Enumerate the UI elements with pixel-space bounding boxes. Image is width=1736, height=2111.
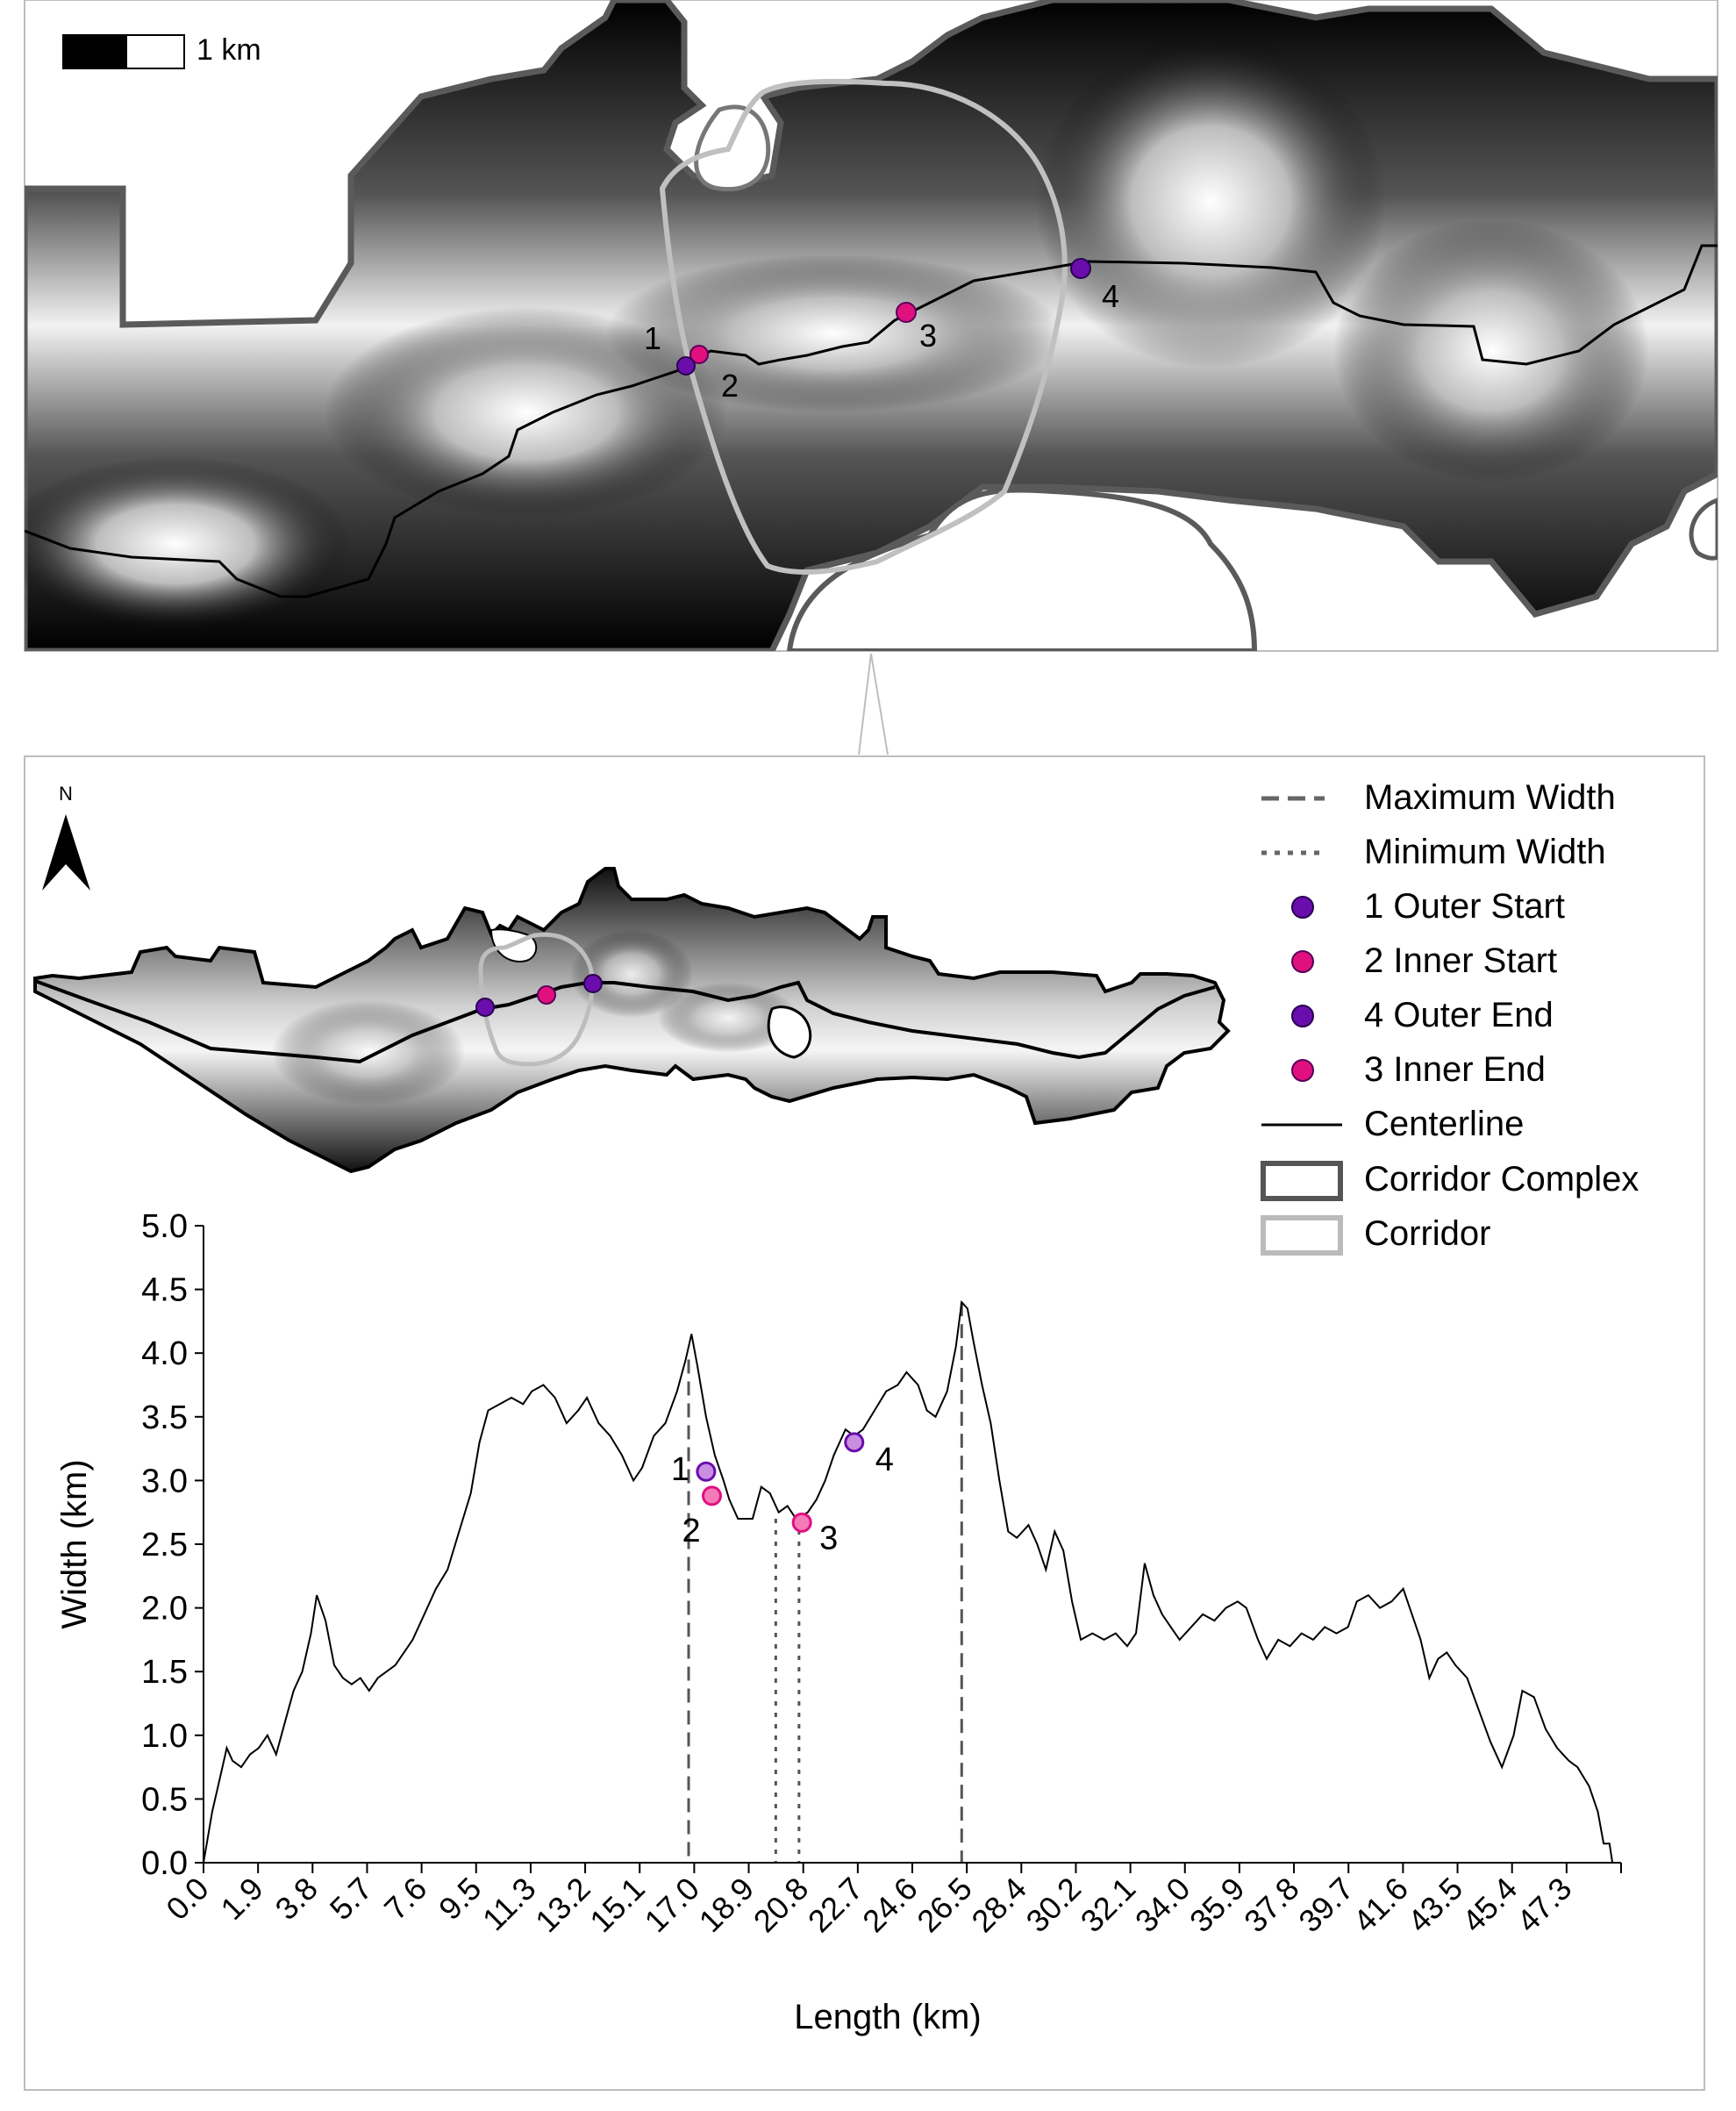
series-layer (203, 1299, 1614, 1864)
y-tick-label: 3.5 (141, 1399, 188, 1436)
scale-bar-label: 1 km (196, 33, 261, 67)
inner-point-marker (791, 1512, 812, 1533)
raster-highlight (1035, 35, 1386, 369)
outer-point-marker (844, 1432, 865, 1453)
corridor-outline (659, 78, 1068, 575)
legend-symbol-corridor (1261, 1215, 1343, 1256)
scale-bar-black (62, 34, 127, 69)
chart-points: 1 2 3 4 (671, 1432, 894, 1556)
reference-lines (687, 1302, 963, 1863)
y-tick-label: 3.0 (141, 1463, 188, 1499)
y-tick-label: 0.5 (141, 1781, 188, 1818)
outer-end-point (1070, 258, 1091, 279)
legend-symbol-corridor-complex (1261, 1161, 1343, 1201)
raster-highlight (1333, 219, 1649, 483)
overview-highlight (570, 930, 693, 1018)
y-tick-label: 4.0 (141, 1335, 188, 1372)
top-map-panel: 1 km 1 2 3 4 (24, 0, 1718, 652)
width-series-line (203, 1299, 1614, 1864)
point-label-3: 3 (919, 318, 937, 354)
overview-outer-start (475, 998, 495, 1017)
scale-bar-white (125, 34, 185, 69)
y-tick-label: 1.0 (141, 1718, 188, 1755)
point-label: 3 (819, 1520, 838, 1556)
zoom-callout (858, 653, 889, 755)
legend-symbol-outer-start (1291, 896, 1314, 919)
point-label: 4 (875, 1442, 894, 1478)
legend-symbol-inner-start (1291, 950, 1314, 973)
outer-start-point (676, 356, 696, 376)
y-tick-label: 4.5 (141, 1272, 188, 1309)
legend-label-outer-start: 1 Outer Start (1364, 887, 1565, 926)
legend-symbol-inner-end (1291, 1059, 1314, 1082)
point-label: 2 (682, 1513, 701, 1549)
bottom-panel: N Maximum Width Minimum Width (24, 755, 1705, 2091)
y-tick-label: 1.5 (141, 1654, 188, 1691)
point-label-2: 2 (721, 368, 739, 404)
legend-label-inner-start: 2 Inner Start (1364, 941, 1557, 980)
y-tick-label: 2.0 (141, 1591, 188, 1628)
legend-label-outer-end: 4 Outer End (1364, 996, 1554, 1034)
top-points: 1 2 3 4 (644, 258, 1119, 404)
overview-map (33, 867, 1231, 1174)
overview-gap (767, 1005, 812, 1059)
point-label-1: 1 (644, 320, 661, 356)
north-label: N (59, 783, 73, 805)
north-arrow-icon (42, 814, 90, 891)
raster-gap (786, 487, 1258, 651)
y-tick-label: 0.0 (141, 1845, 188, 1882)
inner-point-marker (702, 1485, 723, 1506)
legend-label-min-width: Minimum Width (1364, 833, 1606, 871)
legend-label-corridor-complex: Corridor Complex (1364, 1160, 1639, 1199)
legend: Maximum Width Minimum Width 1 Outer Star… (1261, 778, 1639, 1256)
y-tick-label: 2.5 (141, 1527, 188, 1564)
north-arrow: N (42, 783, 90, 891)
overview-centerline (34, 979, 1216, 1064)
raster-highlight (25, 456, 351, 632)
x-axis-label: Length (km) (794, 1998, 981, 2036)
overview-corridor-outline (478, 932, 595, 1067)
legend-label-max-width: Maximum Width (1364, 778, 1616, 817)
overview-inner-start (537, 985, 556, 1005)
legend-label-corridor: Corridor (1364, 1214, 1490, 1253)
overview-highlight (658, 983, 798, 1053)
legend-label-inner-end: 3 Inner End (1364, 1050, 1546, 1089)
y-axis-ticks: 0.0 0.5 1.0 1.5 2.0 2.5 3.0 3.5 4.0 4.5 5.0 (141, 1208, 204, 1882)
overview-highlight (272, 1000, 465, 1106)
legend-symbol-outer-end (1291, 1005, 1314, 1027)
raster-gap (1689, 497, 1718, 561)
y-tick-label: 5.0 (141, 1208, 188, 1245)
point-label: 1 (671, 1451, 689, 1488)
inner-start-point (689, 345, 709, 364)
point-label-4: 4 (1102, 278, 1119, 314)
outer-point-marker (696, 1461, 717, 1482)
scale-bar: 1 km (62, 33, 261, 69)
overview-outer-end (583, 974, 603, 993)
inner-end-point (896, 302, 917, 323)
y-axis-label: Width (km) (55, 1459, 94, 1628)
centerline (25, 244, 1718, 598)
legend-label-centerline: Centerline (1364, 1105, 1524, 1143)
